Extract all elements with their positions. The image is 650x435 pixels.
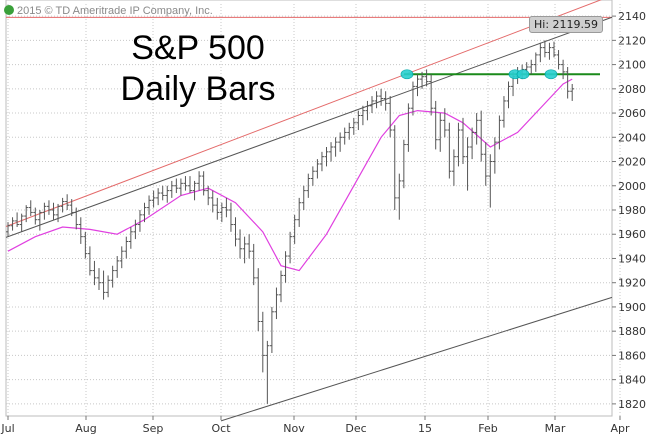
y-tick-label: 2120	[618, 34, 646, 47]
y-tick-label: 1960	[618, 228, 646, 241]
x-tick-label: 15	[418, 422, 432, 435]
x-tick-label: Feb	[478, 422, 497, 435]
x-tick-label: Dec	[345, 422, 366, 435]
y-tick-label: 2040	[618, 131, 646, 144]
y-tick-label: 2140	[618, 10, 646, 23]
x-tick-label: Apr	[610, 422, 630, 435]
chart-title-line1: S&P 500	[131, 29, 265, 67]
touch-marker	[400, 69, 414, 80]
x-tick-label: Oct	[211, 422, 231, 435]
hi-label: Hi: 2119.59	[529, 16, 604, 33]
copyright-label: 2015 © TD Ameritrade IP Company, Inc.	[4, 5, 213, 17]
x-tick-label: Mar	[545, 422, 566, 435]
y-tick-label: 2020	[618, 156, 646, 169]
x-tick-label: Aug	[75, 422, 96, 435]
touch-marker	[516, 69, 530, 80]
plot-area	[5, 0, 613, 417]
y-tick-label: 1840	[618, 374, 646, 387]
x-tick-label: Nov	[283, 422, 305, 435]
y-tick-label: 1880	[618, 325, 646, 338]
lower-black-trendline	[220, 296, 613, 422]
chart-title: S&P 500 Daily Bars	[118, 28, 278, 110]
y-tick-label: 1820	[618, 398, 646, 411]
y-tick-label: 1940	[618, 252, 646, 265]
upper-red-trendline	[5, 0, 602, 227]
y-tick-label: 1920	[618, 277, 646, 290]
touch-marker	[544, 69, 558, 80]
y-tick-label: 1860	[618, 349, 646, 362]
y-tick-label: 2100	[618, 59, 646, 72]
x-tick-label: Sep	[143, 422, 164, 435]
y-tick-label: 2060	[618, 107, 646, 120]
y-tick-label: 2000	[618, 180, 646, 193]
y-tick-label: 1980	[618, 204, 646, 217]
chart-title-line2: Daily Bars	[120, 70, 276, 108]
y-tick-label: 2080	[618, 83, 646, 96]
x-tick-label: Jul	[0, 422, 14, 435]
y-tick-label: 1900	[618, 301, 646, 314]
broker-logo-icon	[4, 5, 14, 15]
copyright-text: 2015 © TD Ameritrade IP Company, Inc.	[17, 5, 213, 17]
black-trendline	[5, 16, 613, 238]
